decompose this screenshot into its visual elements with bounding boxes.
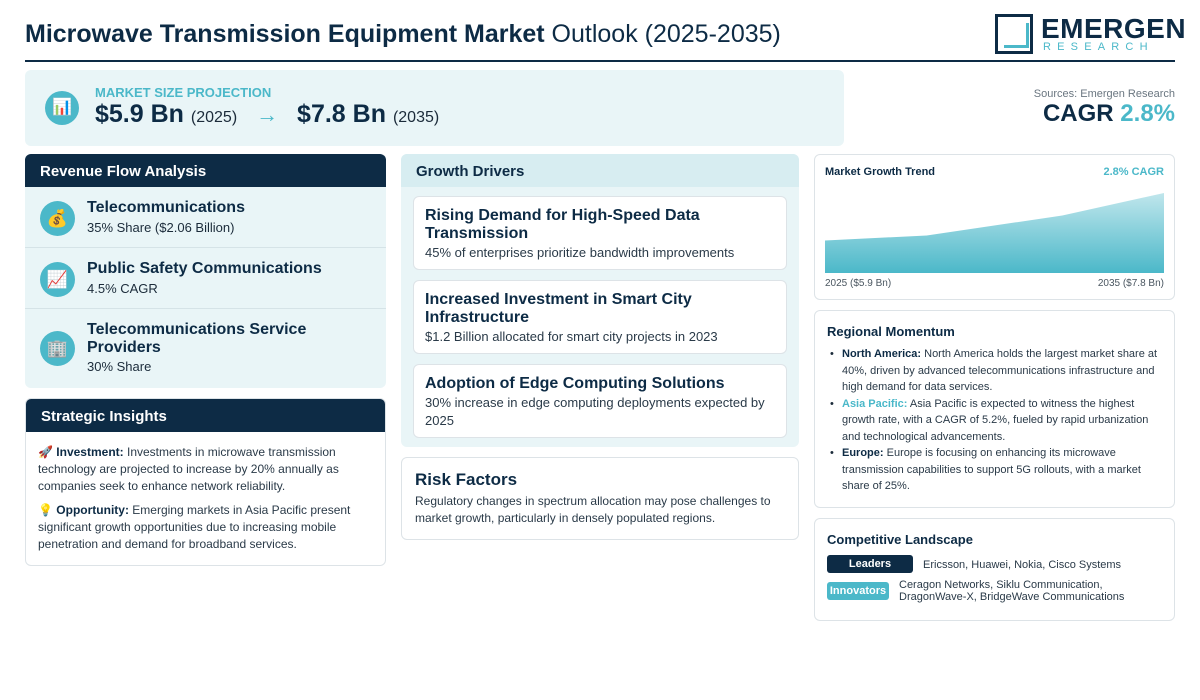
bar-chart-icon: 📊: [45, 91, 79, 125]
market-size-projection: 📊 MARKET SIZE PROJECTION $5.9 Bn (2025) …: [25, 70, 844, 146]
driver-subtitle: 30% increase in edge computing deploymen…: [425, 395, 765, 428]
leaders-text: Ericsson, Huawei, Nokia, Cisco Systems: [923, 559, 1122, 571]
rocket-icon: 🚀: [38, 445, 53, 459]
cagr-summary: CAGR 2.8%: [1043, 100, 1175, 128]
logo-name: EMERGEN: [1041, 13, 1187, 44]
regional-heading: Regional Momentum: [827, 324, 955, 339]
revenue-item-title: Telecommunications: [87, 199, 245, 216]
growth-drivers-card: Growth Drivers Rising Demand for High-Sp…: [401, 154, 799, 447]
page-title: Microwave Transmission Equipment Market …: [25, 20, 781, 49]
emergen-logo: EMERGEN RESEARCH: [995, 13, 1186, 56]
revenue-item-subtitle: 35% Share ($2.06 Billion): [87, 220, 235, 235]
driver-title: Increased Investment in Smart City Infra…: [425, 291, 692, 326]
region-europe: Europe: Europe is focusing on enhancing …: [827, 445, 1167, 495]
insight-investment: 🚀 Investment: Investments in microwave t…: [38, 444, 373, 495]
revenue-item-service-providers: 🏢 Telecommunications Service Providers 3…: [25, 309, 386, 388]
risk-text: Regulatory changes in spectrum allocatio…: [415, 494, 771, 525]
trend-cagr: 2.8% CAGR: [1103, 166, 1164, 178]
driver-item: Rising Demand for High-Speed Data Transm…: [413, 196, 787, 270]
driver-subtitle: 45% of enterprises prioritize bandwidth …: [425, 245, 735, 260]
trend-chart-icon: 📈: [40, 262, 75, 297]
insight-text: Investments in microwave transmission te…: [38, 445, 339, 493]
region-text: North America holds the largest market s…: [842, 348, 1158, 393]
driver-title: Adoption of Edge Computing Solutions: [425, 375, 725, 392]
market-growth-trend-card: Market Growth Trend 2.8% CAGR 2025 ($5.9…: [814, 154, 1175, 300]
region-asia-pacific: Asia Pacific: Asia Pacific is expected t…: [827, 396, 1167, 446]
cagr-value: 2.8%: [1120, 100, 1175, 127]
innovators-text-line2: DragonWave-X, BridgeWave Communications: [899, 591, 1125, 603]
innovators-text-line1: Ceragon Networks, Siklu Communication,: [899, 579, 1103, 591]
competitive-heading: Competitive Landscape: [827, 532, 973, 547]
region-name: North America:: [842, 348, 922, 360]
revenue-heading: Revenue Flow Analysis: [25, 154, 386, 187]
trend-start-label: 2025 ($5.9 Bn): [825, 278, 892, 289]
end-value: $7.8 Bn: [297, 100, 386, 128]
growth-area-chart: [825, 193, 1164, 273]
revenue-item-title: Telecommunications Service Providers: [87, 321, 307, 356]
driver-item: Increased Investment in Smart City Infra…: [413, 280, 787, 354]
region-name: Europe:: [842, 447, 884, 459]
sources-text: Sources: Emergen Research: [1033, 88, 1175, 100]
arrow-right-icon: →: [256, 102, 279, 127]
revenue-item-subtitle: 30% Share: [87, 359, 152, 374]
logo-subtitle: RESEARCH: [1043, 41, 1154, 53]
region-text: Europe is focusing on enhancing its micr…: [842, 447, 1141, 492]
regional-momentum-card: Regional Momentum North America: North A…: [814, 310, 1175, 508]
revenue-item-public-safety: 📈 Public Safety Communications 4.5% CAGR: [25, 248, 386, 309]
insights-heading: Strategic Insights: [26, 399, 385, 432]
insight-opportunity: 💡 Opportunity: Emerging markets in Asia …: [38, 502, 373, 553]
start-value: $5.9 Bn: [95, 100, 184, 128]
trend-title: Market Growth Trend: [825, 166, 936, 178]
driver-subtitle: $1.2 Billion allocated for smart city pr…: [425, 329, 718, 344]
insight-text: Emerging markets in Asia Pacific present…: [38, 503, 351, 551]
start-year: (2025): [190, 109, 238, 126]
region-north-america: North America: North America holds the l…: [827, 346, 1167, 396]
innovators-badge: Innovators: [827, 582, 889, 600]
drivers-heading: Growth Drivers: [401, 154, 799, 187]
end-year: (2035): [392, 109, 440, 126]
risk-factors-card: Risk Factors Regulatory changes in spect…: [401, 457, 799, 540]
cagr-label: CAGR: [1042, 100, 1114, 127]
driver-item: Adoption of Edge Computing Solutions 30%…: [413, 364, 787, 438]
risk-heading: Risk Factors: [415, 470, 518, 489]
page-header: Microwave Transmission Equipment Market …: [25, 12, 1186, 62]
revenue-item-subtitle: 4.5% CAGR: [87, 281, 158, 296]
revenue-item-telecommunications: 💰 Telecommunications 35% Share ($2.06 Bi…: [25, 187, 386, 248]
revenue-flow-card: Revenue Flow Analysis 💰 Telecommunicatio…: [25, 154, 386, 388]
lightbulb-icon: 💡: [38, 503, 53, 517]
trend-end-label: 2035 ($7.8 Bn): [1097, 278, 1164, 289]
growth-area: [825, 193, 1164, 273]
leaders-badge: Leaders: [827, 555, 913, 573]
logo-mark-icon: [995, 14, 1033, 54]
strategic-insights-card: Strategic Insights 🚀 Investment: Investm…: [25, 398, 386, 566]
title-light: Outlook (2025-2035): [551, 20, 781, 48]
projection-values: $5.9 Bn (2025) → $7.8 Bn (2035): [95, 100, 439, 129]
insight-label: Investment:: [56, 445, 124, 459]
title-bold: Microwave Transmission Equipment Market: [25, 20, 545, 48]
money-bag-icon: 💰: [40, 201, 75, 236]
driver-title: Rising Demand for High-Speed Data Transm…: [425, 207, 700, 242]
region-text: Asia Pacific is expected to witness the …: [842, 397, 1149, 443]
region-name: Asia Pacific:: [842, 397, 908, 410]
insight-label: Opportunity:: [56, 503, 129, 517]
office-building-icon: 🏢: [40, 331, 75, 366]
revenue-item-title: Public Safety Communications: [87, 260, 322, 277]
projection-label: MARKET SIZE PROJECTION: [95, 85, 272, 100]
competitive-landscape-card: Competitive Landscape Leaders Ericsson, …: [814, 518, 1175, 621]
regional-list: North America: North America holds the l…: [827, 346, 1167, 495]
